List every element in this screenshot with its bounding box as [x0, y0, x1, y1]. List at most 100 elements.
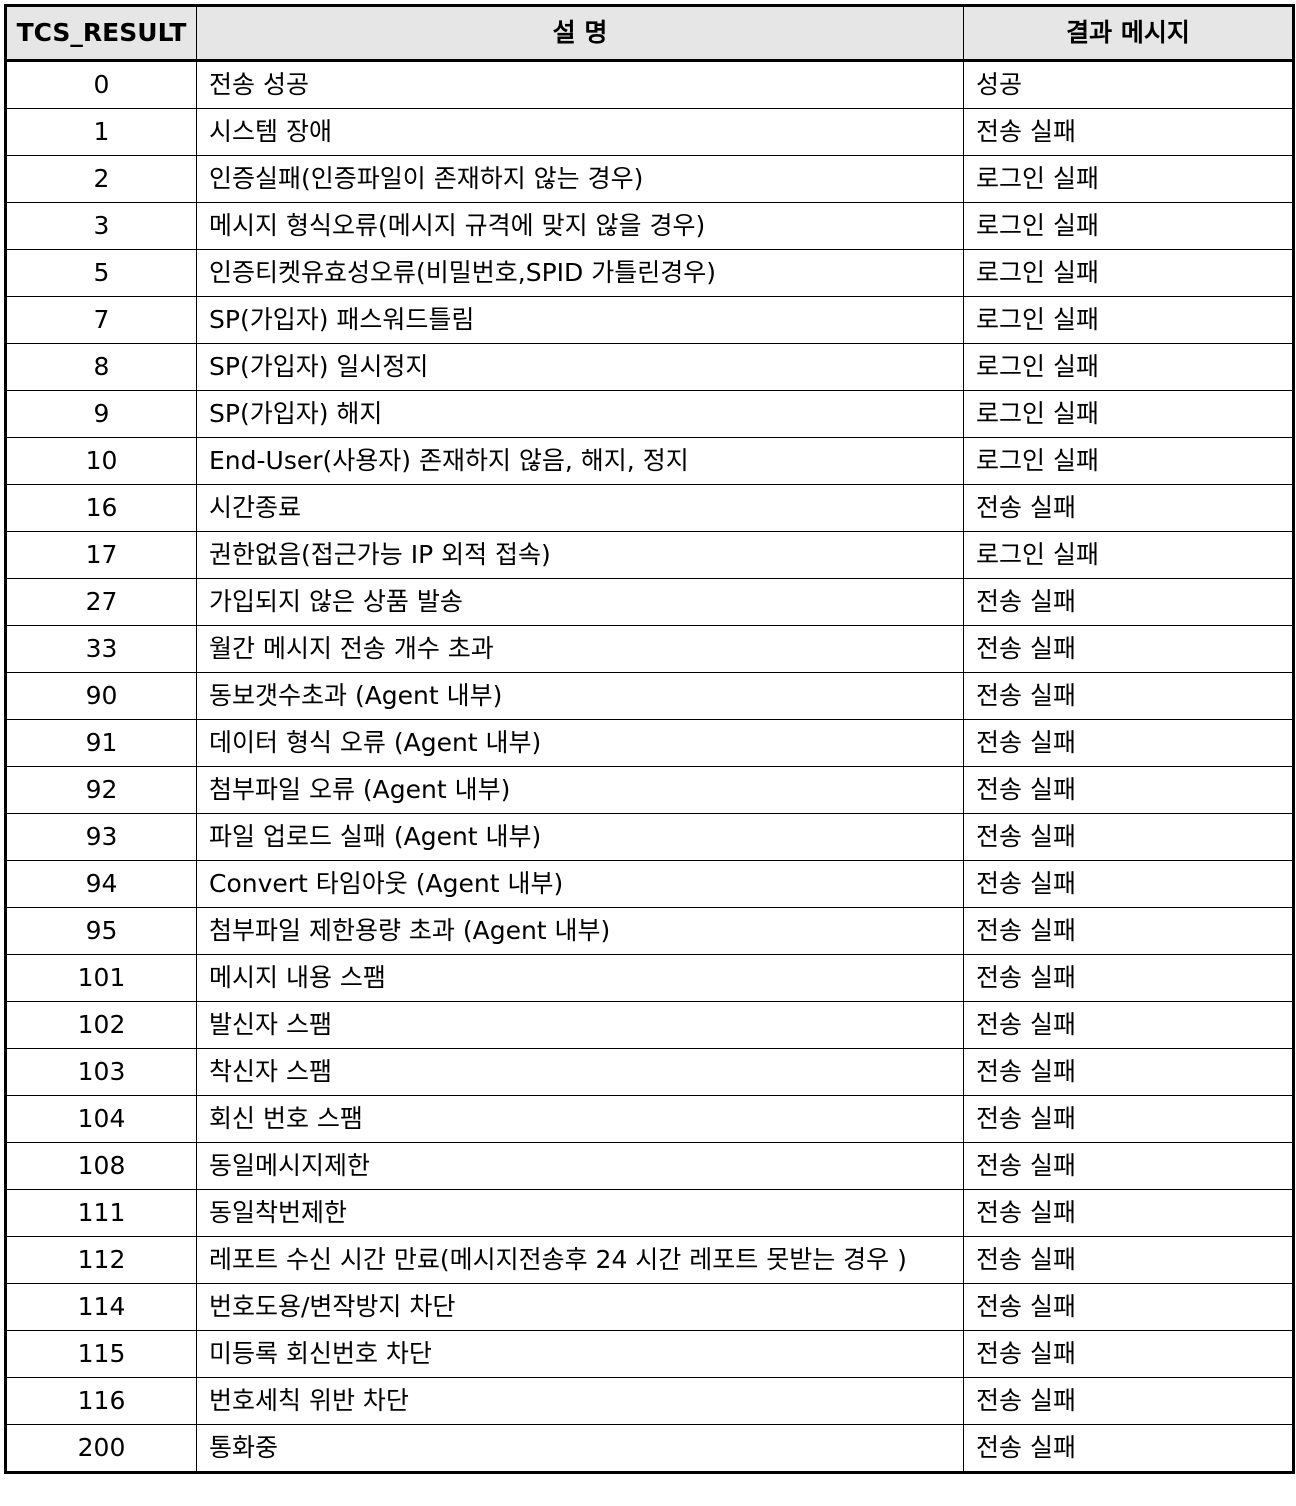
message-cell: 로그인 실패 [963, 390, 1294, 438]
description-cell: SP(가입자) 해지 [196, 390, 964, 438]
description-cell: 권한없음(접근가능 IP 외적 접속) [196, 531, 964, 579]
table-row: 8 SP(가입자) 일시정지 로그인 실패 [5, 343, 1294, 391]
description-cell: 미등록 회신번호 차단 [196, 1330, 964, 1378]
code-cell: 104 [5, 1095, 197, 1143]
description-cell: 첨부파일 제한용량 초과 (Agent 내부) [196, 907, 964, 955]
code-cell: 17 [5, 531, 197, 579]
description-cell: SP(가입자) 일시정지 [196, 343, 964, 391]
table-row: 7 SP(가입자) 패스워드틀림 로그인 실패 [5, 296, 1294, 344]
code-cell: 91 [5, 719, 197, 767]
message-cell: 전송 실패 [963, 1330, 1294, 1378]
table-row: 108 동일메시지제한 전송 실패 [5, 1142, 1294, 1190]
code-cell: 92 [5, 766, 197, 814]
description-cell: 시간종료 [196, 484, 964, 532]
description-cell: 첨부파일 오류 (Agent 내부) [196, 766, 964, 814]
code-cell: 101 [5, 954, 197, 1002]
code-cell: 3 [5, 202, 197, 250]
table-row: 33 월간 메시지 전송 개수 초과 전송 실패 [5, 625, 1294, 673]
table-row: 5 인증티켓유효성오류(비밀번호,SPID 가틀린경우) 로그인 실패 [5, 249, 1294, 297]
message-cell: 로그인 실패 [963, 343, 1294, 391]
table-row: 116 번호세칙 위반 차단 전송 실패 [5, 1377, 1294, 1425]
table-row: 101 메시지 내용 스팸 전송 실패 [5, 954, 1294, 1002]
header-description: 설 명 [196, 5, 964, 62]
message-cell: 로그인 실패 [963, 249, 1294, 297]
code-cell: 10 [5, 437, 197, 485]
table-row: 95 첨부파일 제한용량 초과 (Agent 내부) 전송 실패 [5, 907, 1294, 955]
message-cell: 전송 실패 [963, 1283, 1294, 1331]
code-cell: 93 [5, 813, 197, 861]
table-row: 111 동일착번제한 전송 실패 [5, 1189, 1294, 1237]
message-cell: 전송 실패 [963, 719, 1294, 767]
code-cell: 102 [5, 1001, 197, 1049]
table-row: 3 메시지 형식오류(메시지 규격에 맞지 않을 경우) 로그인 실패 [5, 202, 1294, 250]
code-cell: 114 [5, 1283, 197, 1331]
description-cell: 동보갯수초과 (Agent 내부) [196, 672, 964, 720]
table-row: 200 통화중 전송 실패 [5, 1424, 1294, 1473]
description-cell: 가입되지 않은 상품 발송 [196, 578, 964, 626]
code-cell: 1 [5, 108, 197, 156]
code-cell: 116 [5, 1377, 197, 1425]
description-cell: 월간 메시지 전송 개수 초과 [196, 625, 964, 673]
code-cell: 8 [5, 343, 197, 391]
message-cell: 전송 실패 [963, 578, 1294, 626]
description-cell: 파일 업로드 실패 (Agent 내부) [196, 813, 964, 861]
code-cell: 90 [5, 672, 197, 720]
message-cell: 전송 실패 [963, 484, 1294, 532]
description-cell: 메시지 내용 스팸 [196, 954, 964, 1002]
header-message: 결과 메시지 [963, 5, 1294, 62]
header-row: TCS_RESULT 설 명 결과 메시지 [5, 5, 1294, 62]
table-body: 0 전송 성공 성공 1 시스템 장애 전송 실패 2 인증실패(인증파일이 존재하지 않는 … [5, 60, 1294, 1473]
code-cell: 27 [5, 578, 197, 626]
header-code: TCS_RESULT [5, 5, 197, 62]
code-cell: 9 [5, 390, 197, 438]
description-cell: 통화중 [196, 1424, 964, 1473]
table-row: 114 번호도용/변작방지 차단 전송 실패 [5, 1283, 1294, 1331]
table-row: 9 SP(가입자) 해지 로그인 실패 [5, 390, 1294, 438]
code-cell: 7 [5, 296, 197, 344]
table-row: 27 가입되지 않은 상품 발송 전송 실패 [5, 578, 1294, 626]
message-cell: 전송 실패 [963, 1377, 1294, 1425]
description-cell: 발신자 스팸 [196, 1001, 964, 1049]
code-cell: 16 [5, 484, 197, 532]
code-cell: 5 [5, 249, 197, 297]
description-cell: 번호세칙 위반 차단 [196, 1377, 964, 1425]
description-cell: 번호도용/변작방지 차단 [196, 1283, 964, 1331]
message-cell: 전송 실패 [963, 1001, 1294, 1049]
message-cell: 전송 실패 [963, 625, 1294, 673]
message-cell: 전송 실패 [963, 672, 1294, 720]
description-cell: End-User(사용자) 존재하지 않음, 해지, 정지 [196, 437, 964, 485]
message-cell: 전송 실패 [963, 1189, 1294, 1237]
table-row: 93 파일 업로드 실패 (Agent 내부) 전송 실패 [5, 813, 1294, 861]
table-row: 102 발신자 스팸 전송 실패 [5, 1001, 1294, 1049]
table-row: 94 Convert 타임아웃 (Agent 내부) 전송 실패 [5, 860, 1294, 908]
message-cell: 전송 실패 [963, 813, 1294, 861]
table-row: 16 시간종료 전송 실패 [5, 484, 1294, 532]
table-row: 115 미등록 회신번호 차단 전송 실패 [5, 1330, 1294, 1378]
code-cell: 103 [5, 1048, 197, 1096]
code-cell: 200 [5, 1424, 197, 1473]
table-row: 0 전송 성공 성공 [5, 60, 1294, 109]
table-row: 1 시스템 장애 전송 실패 [5, 108, 1294, 156]
table-row: 90 동보갯수초과 (Agent 내부) 전송 실패 [5, 672, 1294, 720]
table-row: 112 레포트 수신 시간 만료(메시지전송후 24 시간 레포트 못받는 경우 … [5, 1236, 1294, 1284]
table-row: 10 End-User(사용자) 존재하지 않음, 해지, 정지 로그인 실패 [5, 437, 1294, 485]
message-cell: 로그인 실패 [963, 202, 1294, 250]
message-cell: 전송 실패 [963, 108, 1294, 156]
description-cell: 레포트 수신 시간 만료(메시지전송후 24 시간 레포트 못받는 경우 ) [196, 1236, 964, 1284]
table-row: 104 회신 번호 스팸 전송 실패 [5, 1095, 1294, 1143]
code-cell: 115 [5, 1330, 197, 1378]
code-cell: 111 [5, 1189, 197, 1237]
table-row: 2 인증실패(인증파일이 존재하지 않는 경우) 로그인 실패 [5, 155, 1294, 203]
message-cell: 전송 실패 [963, 860, 1294, 908]
message-cell: 전송 실패 [963, 1424, 1294, 1473]
message-cell: 로그인 실패 [963, 296, 1294, 344]
description-cell: Convert 타임아웃 (Agent 내부) [196, 860, 964, 908]
description-cell: 회신 번호 스팸 [196, 1095, 964, 1143]
code-cell: 95 [5, 907, 197, 955]
message-cell: 전송 실패 [963, 954, 1294, 1002]
code-cell: 94 [5, 860, 197, 908]
message-cell: 로그인 실패 [963, 437, 1294, 485]
description-cell: 데이터 형식 오류 (Agent 내부) [196, 719, 964, 767]
description-cell: 시스템 장애 [196, 108, 964, 156]
message-cell: 전송 실패 [963, 1142, 1294, 1190]
